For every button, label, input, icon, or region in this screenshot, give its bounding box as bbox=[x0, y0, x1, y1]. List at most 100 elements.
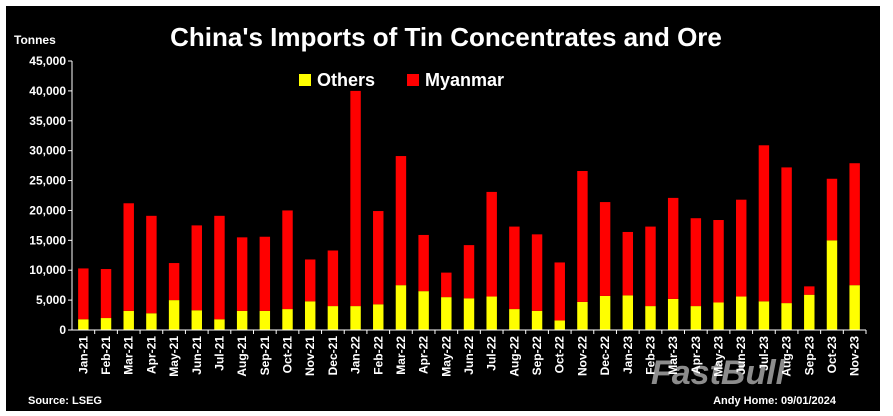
bar-others-jun-23 bbox=[736, 296, 747, 330]
y-tick-label: 40,000 bbox=[29, 84, 66, 98]
bar-myanmar-jun-22 bbox=[463, 245, 475, 299]
bar-others-may-21 bbox=[168, 300, 180, 330]
bar-others-aug-23 bbox=[781, 303, 792, 330]
bar-myanmar-apr-23 bbox=[690, 218, 702, 307]
x-tick-label: Apr-22 bbox=[417, 336, 431, 374]
x-tick-label: Jul-23 bbox=[757, 336, 771, 371]
x-axis: Jan-21 Feb-21 Mar-21 Apr-21 May-21 Jun-21 Jul-… bbox=[72, 329, 867, 377]
bar-others-jul-23 bbox=[758, 301, 770, 330]
bar-others-jul-22 bbox=[486, 296, 497, 330]
x-tick-label: Nov-21 bbox=[303, 336, 317, 376]
x-tick-label: Dec-22 bbox=[598, 336, 612, 376]
bar-others-nov-21 bbox=[304, 301, 316, 330]
bar-others-may-23 bbox=[713, 302, 724, 330]
bar-myanmar-mar-22 bbox=[395, 156, 407, 286]
x-tick-label: Feb-22 bbox=[371, 336, 385, 375]
bar-myanmar-may-23 bbox=[713, 220, 724, 303]
y-tick-label: 10,000 bbox=[29, 263, 66, 277]
bar-others-nov-23 bbox=[849, 285, 860, 330]
y-tick-label: 5,000 bbox=[36, 293, 66, 307]
x-tick-label: Oct-21 bbox=[281, 336, 295, 374]
x-tick-label: Mar-21 bbox=[122, 336, 136, 375]
bar-myanmar-jan-23 bbox=[622, 231, 634, 296]
x-tick-label: Feb-23 bbox=[643, 336, 657, 375]
bar-myanmar-jul-21 bbox=[214, 215, 225, 320]
x-tick-label: Feb-21 bbox=[99, 336, 113, 375]
x-tick-label: May-22 bbox=[439, 336, 453, 377]
bar-others-sep-21 bbox=[259, 310, 271, 330]
x-tick-label: May-21 bbox=[167, 336, 181, 377]
bar-others-nov-22 bbox=[577, 301, 588, 330]
bar-myanmar-sep-23 bbox=[804, 286, 815, 295]
bar-myanmar-jan-22 bbox=[350, 90, 361, 307]
x-tick-label: Jan-23 bbox=[621, 336, 635, 374]
y-tick-label: 30,000 bbox=[29, 144, 66, 158]
bar-myanmar-mar-23 bbox=[667, 197, 679, 299]
legend-label-others: Others bbox=[317, 70, 375, 90]
x-tick-label: Jul-22 bbox=[485, 336, 499, 371]
bar-myanmar-nov-21 bbox=[304, 259, 316, 302]
bar-others-jun-22 bbox=[463, 298, 475, 330]
bar-others-jul-21 bbox=[214, 319, 225, 330]
x-tick-label: Aug-21 bbox=[235, 336, 249, 377]
bar-myanmar-dec-22 bbox=[599, 202, 611, 296]
bar-myanmar-oct-23 bbox=[826, 178, 838, 241]
y-tick-label: 45,000 bbox=[29, 54, 66, 68]
bar-myanmar-mar-21 bbox=[123, 203, 134, 311]
bar-others-aug-21 bbox=[236, 310, 248, 330]
x-tick-label: Jun-21 bbox=[190, 336, 204, 375]
bar-others-jan-22 bbox=[350, 306, 361, 330]
bar-others-aug-22 bbox=[509, 309, 520, 330]
bar-myanmar-aug-23 bbox=[781, 167, 792, 304]
legend: Others Myanmar bbox=[299, 70, 504, 90]
bar-others-oct-21 bbox=[282, 309, 293, 330]
bars-group bbox=[78, 90, 860, 330]
bar-others-apr-23 bbox=[690, 306, 702, 330]
bar-others-mar-23 bbox=[667, 298, 679, 330]
x-tick-label: Nov-22 bbox=[575, 336, 589, 376]
x-tick-label: Aug-22 bbox=[507, 336, 521, 377]
bar-others-sep-23 bbox=[804, 294, 815, 330]
source-note: Source: LSEG bbox=[28, 395, 102, 407]
bar-myanmar-sep-21 bbox=[259, 236, 271, 311]
chart-title: China's Imports of Tin Concentrates and … bbox=[170, 22, 722, 52]
bar-myanmar-jul-23 bbox=[758, 145, 770, 302]
bar-others-apr-22 bbox=[418, 291, 429, 330]
y-tick-label: 25,000 bbox=[29, 174, 66, 188]
bar-others-oct-23 bbox=[826, 240, 838, 330]
bar-myanmar-jul-22 bbox=[486, 191, 497, 297]
x-tick-label: Mar-23 bbox=[666, 336, 680, 375]
bar-chart: China's Imports of Tin Concentrates and … bbox=[14, 22, 867, 407]
bar-others-apr-21 bbox=[146, 313, 157, 330]
legend-label-myanmar: Myanmar bbox=[425, 70, 504, 90]
bar-myanmar-apr-21 bbox=[146, 215, 157, 314]
bar-others-feb-21 bbox=[100, 318, 112, 330]
bar-others-mar-22 bbox=[395, 285, 407, 330]
bar-myanmar-jan-21 bbox=[78, 268, 89, 320]
y-tick-label: 20,000 bbox=[29, 203, 66, 217]
bar-others-sep-22 bbox=[531, 310, 543, 330]
bar-others-oct-22 bbox=[554, 320, 565, 330]
bar-others-jan-23 bbox=[622, 295, 634, 330]
bar-myanmar-aug-22 bbox=[509, 226, 520, 310]
bar-others-feb-23 bbox=[645, 306, 656, 330]
legend-swatch-others bbox=[299, 74, 311, 86]
legend-swatch-myanmar bbox=[407, 74, 419, 86]
x-tick-label: Apr-23 bbox=[689, 336, 703, 374]
bar-others-mar-21 bbox=[123, 310, 134, 330]
bar-others-dec-21 bbox=[327, 306, 339, 330]
x-tick-label: Dec-21 bbox=[326, 336, 340, 376]
x-tick-label: Mar-22 bbox=[394, 336, 408, 375]
watermark: FastBull bbox=[651, 354, 787, 392]
x-tick-label: Jun-23 bbox=[734, 336, 748, 375]
x-tick-label: Jul-21 bbox=[212, 336, 226, 371]
bar-myanmar-oct-21 bbox=[282, 210, 293, 310]
x-tick-label: Sep-21 bbox=[258, 336, 272, 376]
y-tick-label: 35,000 bbox=[29, 114, 66, 128]
y-tick-label: 0 bbox=[59, 323, 66, 337]
bar-myanmar-feb-22 bbox=[373, 211, 384, 305]
chart-panel: China's Imports of Tin Concentrates and … bbox=[6, 6, 880, 411]
bar-myanmar-jun-23 bbox=[736, 199, 747, 297]
x-tick-label: Jun-22 bbox=[462, 336, 476, 375]
